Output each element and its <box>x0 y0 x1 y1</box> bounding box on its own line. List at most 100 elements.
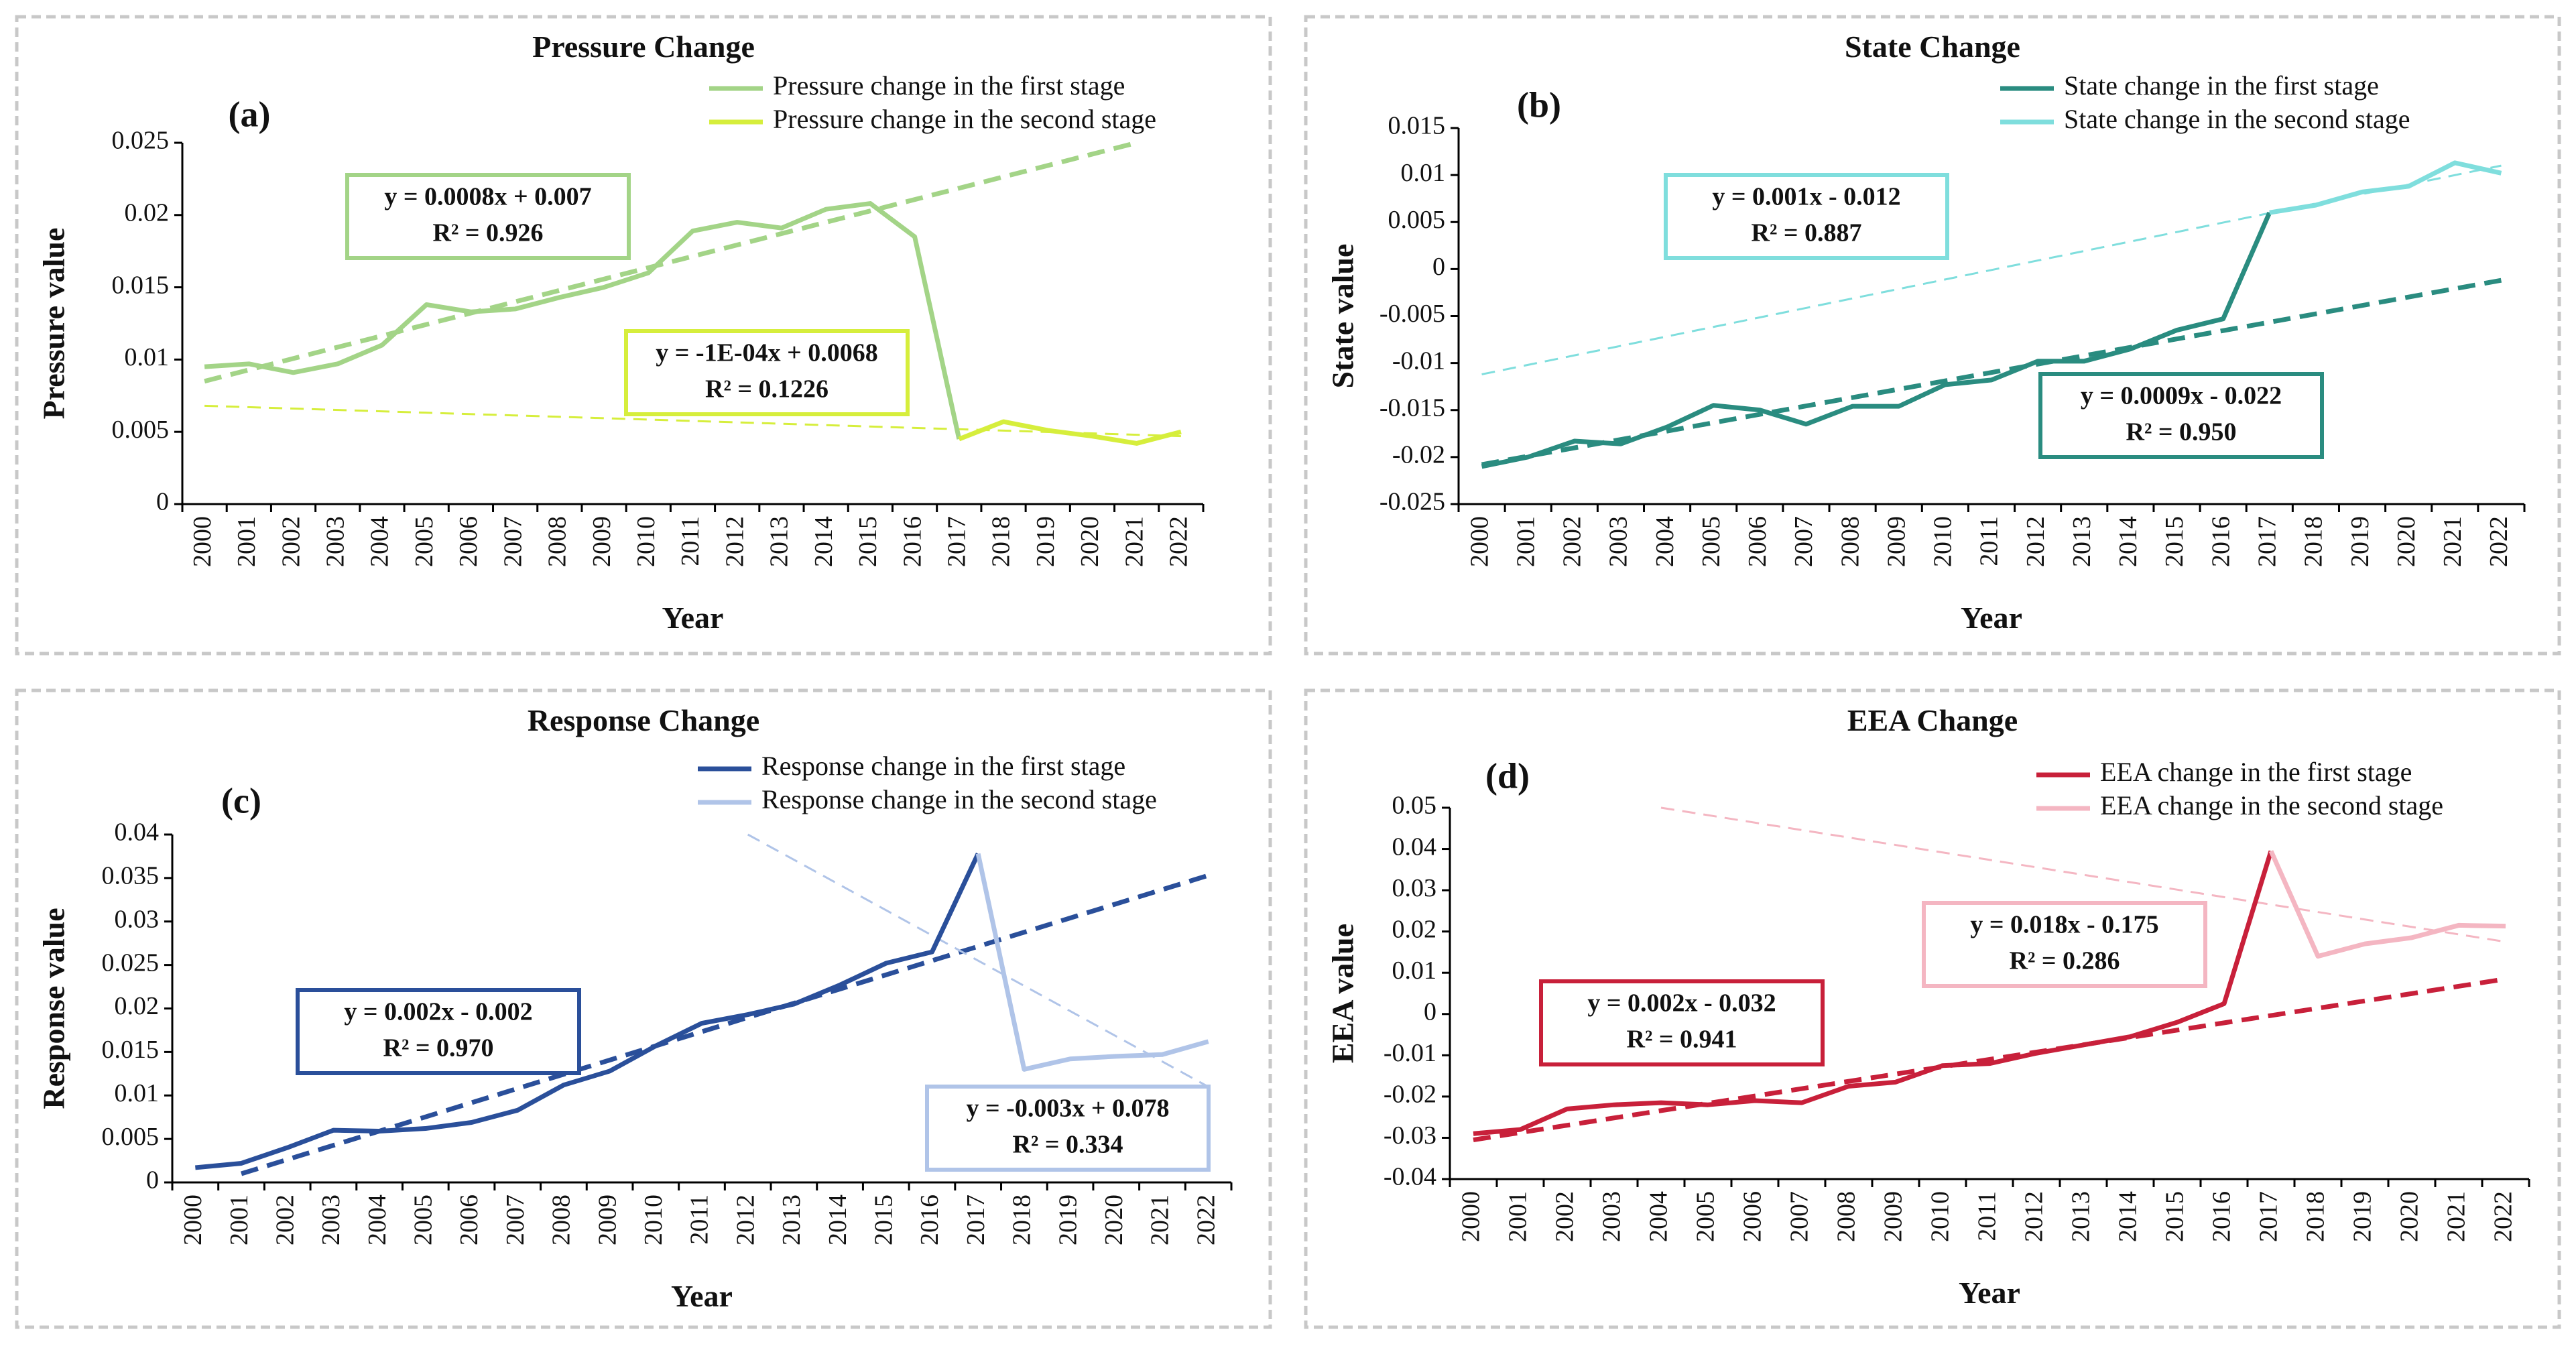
x-tick-label: 2013 <box>2068 516 2096 567</box>
x-tick-label: 2016 <box>2208 1191 2236 1242</box>
y-tick-label: 0.01 <box>1401 159 1446 187</box>
y-tick-label: 0 <box>146 1166 159 1194</box>
legend-label: Pressure change in the second stage <box>773 104 1156 134</box>
x-tick-label: 2020 <box>1100 1194 1128 1245</box>
r-squared: R² = 0.887 <box>1752 219 1862 247</box>
x-tick-label: 2009 <box>1880 1191 1908 1242</box>
x-tick-label: 2016 <box>916 1194 944 1245</box>
x-tick-label: 2014 <box>2114 516 2142 567</box>
x-tick-label: 2018 <box>2300 516 2328 567</box>
x-tick-label: 2019 <box>2349 1191 2377 1242</box>
panel-border <box>15 15 1272 656</box>
y-axis-label: EEA value <box>1326 924 1360 1063</box>
equation: y = 0.0008x + 0.007 <box>384 183 591 211</box>
x-tick-label: 2015 <box>2160 516 2189 567</box>
x-tick-label: 2006 <box>1743 516 1772 567</box>
x-tick-label: 2019 <box>1054 1194 1082 1245</box>
equation-box <box>925 1085 1211 1172</box>
legend-label: State change in the first stage <box>2064 70 2379 101</box>
y-axis-label: Response value <box>37 908 71 1109</box>
x-tick-label: 2001 <box>225 1194 253 1245</box>
x-tick-label: 2017 <box>2255 1191 2283 1242</box>
x-tick-label: 2020 <box>1076 516 1104 567</box>
x-tick-label: 2009 <box>593 1194 621 1245</box>
y-tick-label: 0.005 <box>1388 206 1446 234</box>
x-tick-label: 2004 <box>1651 516 1679 567</box>
x-tick-label: 2001 <box>1504 1191 1532 1242</box>
trendline <box>1660 806 2506 943</box>
x-axis-label: Year <box>671 1279 733 1313</box>
x-tick-label: 2005 <box>1697 516 1725 567</box>
y-tick-label: 0.005 <box>102 1123 160 1151</box>
y-tick-label: -0.03 <box>1384 1121 1436 1150</box>
equation: y = -0.003x + 0.078 <box>967 1095 1170 1123</box>
y-tick-label: 0.015 <box>112 271 170 299</box>
x-tick-label: 2014 <box>824 1194 852 1245</box>
x-tick-label: 2002 <box>271 1194 299 1245</box>
x-tick-label: 2002 <box>1551 1191 1579 1242</box>
x-tick-label: 2022 <box>1192 1194 1220 1245</box>
series-line <box>975 853 1209 1072</box>
x-tick-label: 2014 <box>810 516 838 567</box>
r-squared: R² = 0.950 <box>2126 418 2237 446</box>
panel-label: (a) <box>229 94 271 134</box>
y-tick-label: 0.05 <box>1392 792 1437 820</box>
x-tick-label: 2021 <box>2439 516 2467 567</box>
x-tick-label: 2003 <box>1598 1191 1626 1242</box>
series-line <box>1481 211 2272 469</box>
r-squared: R² = 0.334 <box>1013 1131 1123 1159</box>
x-tick-label: 2003 <box>321 516 349 567</box>
y-tick-label: 0.02 <box>125 199 170 227</box>
y-tick-label: 0.03 <box>1392 874 1437 902</box>
equation-box <box>1539 979 1825 1066</box>
x-tick-label: 2002 <box>1558 516 1587 567</box>
equation: y = 0.0009x - 0.022 <box>2081 382 2282 410</box>
x-tick-label: 2006 <box>455 1194 483 1245</box>
x-tick-label: 2008 <box>544 516 572 567</box>
chart-title: State Change <box>1845 29 2020 64</box>
x-tick-label: 2006 <box>454 516 483 567</box>
x-tick-label: 2005 <box>410 1194 438 1245</box>
equation: y = 0.002x - 0.002 <box>344 998 532 1026</box>
x-axis-label: Year <box>1959 1276 2020 1310</box>
x-tick-label: 2008 <box>548 1194 576 1245</box>
x-tick-label: 2007 <box>501 1194 530 1245</box>
x-tick-label: 2008 <box>1833 1191 1861 1242</box>
x-tick-label: 2007 <box>499 516 527 567</box>
trendline <box>241 873 1209 1176</box>
y-tick-label: -0.02 <box>1384 1081 1436 1109</box>
y-tick-label: 0.025 <box>112 127 170 155</box>
x-tick-label: 2002 <box>277 516 305 567</box>
y-tick-label: 0.025 <box>102 948 160 977</box>
equation-box <box>1664 173 1949 260</box>
trendline <box>1473 976 2506 1142</box>
y-tick-label: 0.01 <box>115 1079 160 1107</box>
x-tick-label: 2022 <box>1165 516 1193 567</box>
x-tick-label: 2010 <box>1929 516 1957 567</box>
x-tick-label: 2017 <box>943 516 971 567</box>
x-tick-label: 2013 <box>2067 1191 2095 1242</box>
r-squared: R² = 0.926 <box>433 219 544 247</box>
y-tick-label: 0.02 <box>115 992 160 1020</box>
x-tick-label: 2021 <box>2443 1191 2471 1242</box>
panel: Response Change (c) 0 0.005 0.01 0.015 0.02 0.0… <box>15 688 1272 1329</box>
series-line <box>2268 850 2506 959</box>
y-tick-label: 0.03 <box>115 905 160 933</box>
legend-label: Response change in the second stage <box>761 784 1157 814</box>
x-tick-label: 2014 <box>2114 1191 2142 1242</box>
x-tick-label: 2011 <box>1975 516 2004 566</box>
x-tick-label: 2000 <box>179 1194 207 1245</box>
panel: State Change (b) -0.025 -0.02 -0.015 -0.01 -0.… <box>1304 15 2561 656</box>
x-tick-label: 2016 <box>898 516 926 567</box>
equation: y = 0.018x - 0.175 <box>1970 911 2158 939</box>
chart-title: Response Change <box>528 703 759 737</box>
panel: Pressure Change (a) 0 0.005 0.01 0.015 0.02 0.0… <box>15 15 1272 656</box>
legend-label: Response change in the first stage <box>761 751 1125 781</box>
x-tick-label: 2017 <box>2254 516 2282 567</box>
y-tick-label: 0.015 <box>102 1036 160 1064</box>
x-tick-label: 2018 <box>2302 1191 2330 1242</box>
x-tick-label: 2007 <box>1786 1191 1814 1242</box>
equation: y = 0.001x - 0.012 <box>1712 183 1900 211</box>
equation: y = -1E-04x + 0.0068 <box>656 339 877 367</box>
legend-label: State change in the second stage <box>2064 104 2410 134</box>
